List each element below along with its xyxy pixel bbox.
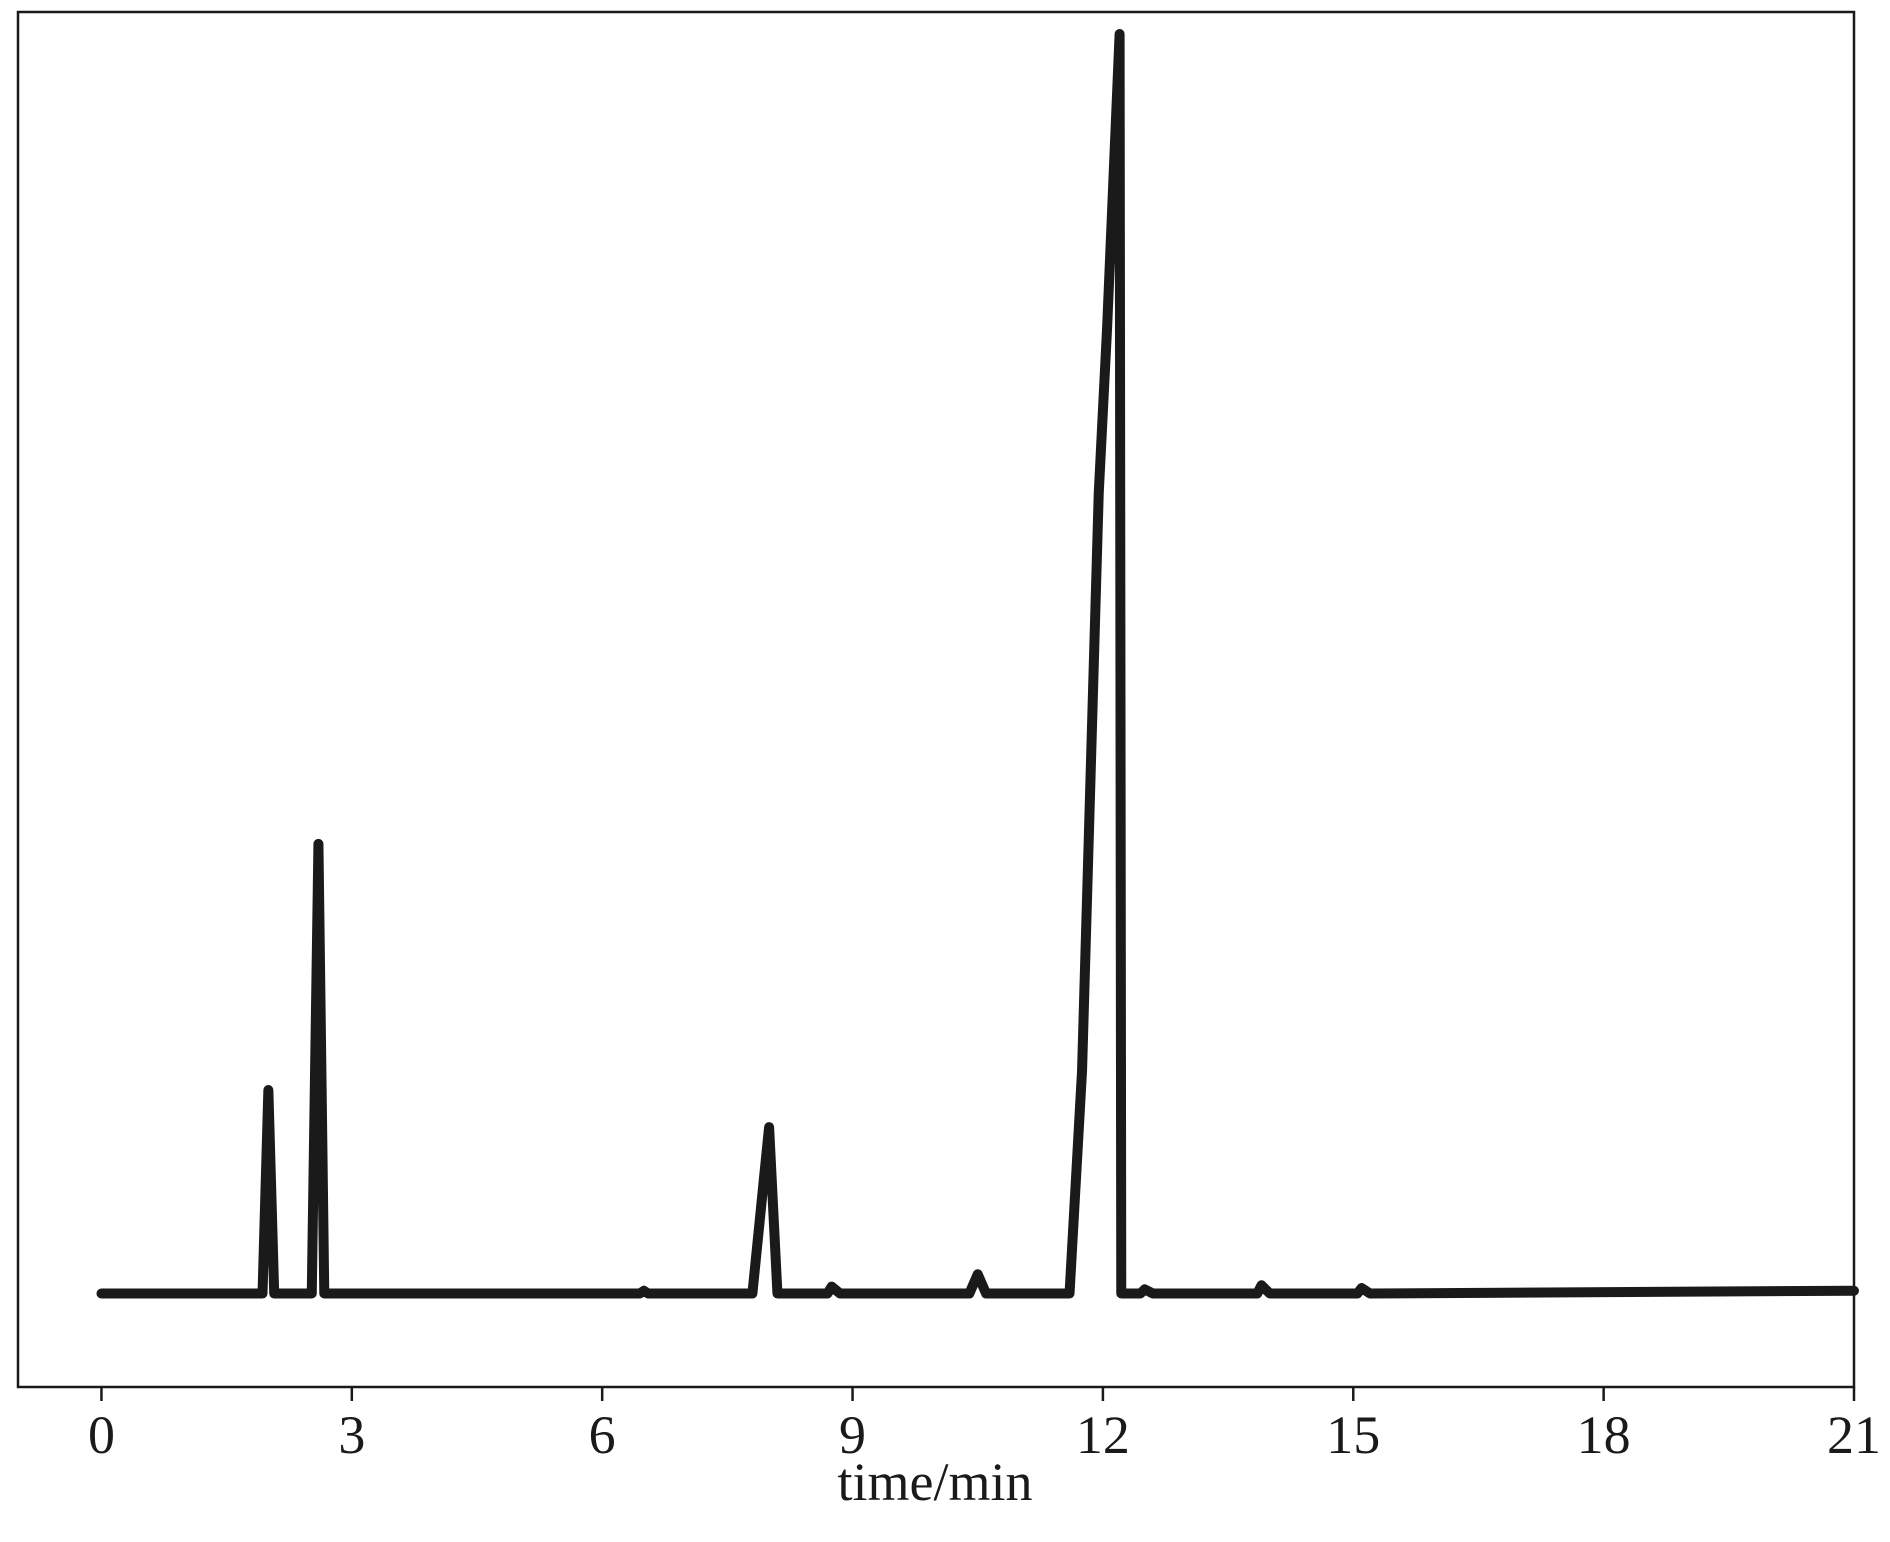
x-tick-label: 18 (1577, 1405, 1631, 1465)
x-tick-label: 12 (1076, 1405, 1130, 1465)
x-tick-label: 9 (839, 1405, 866, 1465)
x-tick-label: 6 (589, 1405, 616, 1465)
chromatogram-line (96, 29, 1859, 1299)
x-tick-label: 21 (1827, 1405, 1881, 1465)
x-axis-label: time/min (838, 1452, 1033, 1512)
x-tick-label: 3 (338, 1405, 365, 1465)
plot-frame (16, 10, 1856, 1389)
x-tick-label: 15 (1326, 1405, 1380, 1465)
x-tick-label: 0 (88, 1405, 115, 1465)
